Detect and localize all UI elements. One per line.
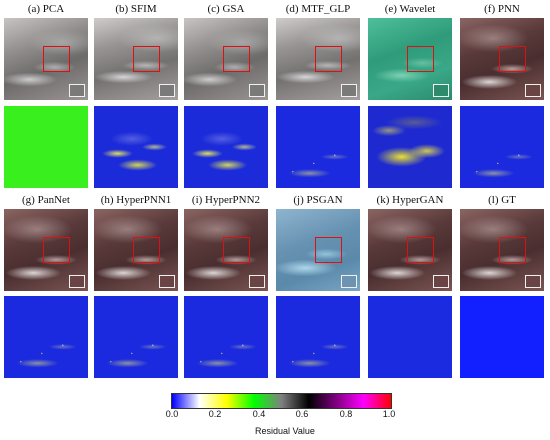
image-sfim — [94, 18, 178, 100]
residual-wavelet — [368, 106, 452, 188]
label-gt: (l) GT — [488, 194, 516, 206]
label-mtf-glp: (d) MTF_GLP — [285, 3, 351, 15]
image-psgan — [276, 209, 360, 291]
residual-hypergan — [368, 296, 452, 378]
residual-pannet — [4, 296, 88, 378]
label-sfim: (b) SFIM — [115, 3, 157, 15]
zoom-inset — [525, 84, 541, 97]
label-hypergan: (k) HyperGAN — [376, 194, 444, 206]
zoom-inset — [159, 275, 175, 288]
colorbar-tick: 0.6 — [295, 409, 309, 419]
colorbar-tick: 1.0 — [382, 409, 396, 419]
label-pca: (a) PCA — [27, 3, 65, 15]
zoom-inset — [69, 84, 85, 97]
image-pnn — [460, 18, 544, 100]
residual-sfim — [94, 106, 178, 188]
colorbar-tick: 0.2 — [208, 409, 222, 419]
zoom-inset — [433, 275, 449, 288]
residual-gt — [460, 296, 544, 378]
roi-box — [498, 236, 526, 264]
image-hyperpnn1 — [94, 209, 178, 291]
roi-box — [498, 45, 526, 73]
image-hyperpnn2 — [184, 209, 268, 291]
zoom-inset — [159, 84, 175, 97]
residual-gsa — [184, 106, 268, 188]
roi-box — [222, 236, 250, 264]
roi-box — [406, 45, 434, 73]
residual-colorbar — [171, 393, 392, 409]
roi-box — [42, 45, 70, 73]
colorbar-title: Residual Value — [255, 426, 315, 436]
image-wavelet — [368, 18, 452, 100]
zoom-inset — [341, 275, 357, 288]
label-gsa: (c) GSA — [207, 3, 245, 15]
label-psgan: (j) PSGAN — [293, 194, 343, 206]
image-mtf-glp — [276, 18, 360, 100]
residual-hyperpnn1 — [94, 296, 178, 378]
zoom-inset — [341, 84, 357, 97]
residual-mtf-glp — [276, 106, 360, 188]
zoom-inset — [249, 275, 265, 288]
label-pannet: (g) PanNet — [22, 194, 70, 206]
colorbar-tick: 0.4 — [252, 409, 266, 419]
roi-box — [314, 45, 342, 73]
zoom-inset — [433, 84, 449, 97]
image-gsa — [184, 18, 268, 100]
label-hyperpnn1: (h) HyperPNN1 — [100, 194, 172, 206]
residual-psgan — [276, 296, 360, 378]
roi-box — [132, 45, 160, 73]
label-hyperpnn2: (i) HyperPNN2 — [191, 194, 261, 206]
colorbar-tick: 0.8 — [339, 409, 353, 419]
zoom-inset — [69, 275, 85, 288]
roi-box — [132, 236, 160, 264]
roi-box — [222, 45, 250, 73]
roi-box — [406, 236, 434, 264]
roi-box — [42, 236, 70, 264]
residual-pnn — [460, 106, 544, 188]
image-gt — [460, 209, 544, 291]
image-pannet — [4, 209, 88, 291]
zoom-inset — [525, 275, 541, 288]
residual-hyperpnn2 — [184, 296, 268, 378]
image-hypergan — [368, 209, 452, 291]
label-wavelet: (e) Wavelet — [384, 3, 436, 15]
residual-pca — [4, 106, 88, 188]
zoom-inset — [249, 84, 265, 97]
colorbar-tick: 0.0 — [165, 409, 179, 419]
roi-box — [314, 236, 342, 264]
label-pnn: (f) PNN — [484, 3, 520, 15]
image-pca — [4, 18, 88, 100]
